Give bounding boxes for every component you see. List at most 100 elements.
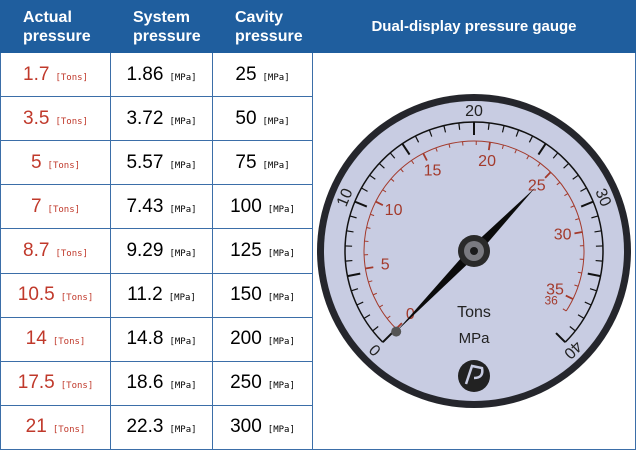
mpa-tick-label: 30 xyxy=(591,186,614,209)
cell: 3.72 [MPa] xyxy=(110,96,213,142)
tons-minor-tick xyxy=(564,193,569,197)
value: 50 xyxy=(235,107,257,129)
tons-tick-label: 0 xyxy=(406,306,415,323)
mpa-minor-tick xyxy=(389,152,396,159)
mpa-minor-tick xyxy=(428,129,433,137)
mpa-minor-tick xyxy=(354,200,368,208)
tons-tick-label: 36 xyxy=(544,293,558,307)
cell: 150 [MPa] xyxy=(212,272,313,318)
gauge-cell: 0 10 20 30 40 0 5 10 15 20 25 30 35 36 Tons MPa xyxy=(312,52,636,450)
mpa-minor-tick xyxy=(363,314,371,319)
mpa-minor-tick xyxy=(587,272,601,278)
header-row: Actual pressure System pressure Cavity p… xyxy=(0,0,636,53)
tons-minor-tick xyxy=(382,189,387,193)
value: 10.5 xyxy=(17,284,55,306)
unit: [MPa] xyxy=(169,337,197,348)
cell: 21 [Tons] xyxy=(0,404,111,451)
unit: [MPa] xyxy=(169,248,197,259)
cell: 1.86 [MPa] xyxy=(110,51,213,98)
tons-minor-tick xyxy=(379,304,384,308)
tons-minor-tick xyxy=(526,155,530,160)
value: 11.2 xyxy=(127,284,163,306)
logo xyxy=(458,360,490,392)
unit: [MPa] xyxy=(267,293,295,304)
value: 7 xyxy=(30,195,42,217)
value: 5 xyxy=(30,151,42,173)
unit: [Tons] xyxy=(60,381,94,392)
mpa-minor-tick xyxy=(555,332,566,343)
cell: 14.8 [MPa] xyxy=(110,316,213,362)
unit: [MPa] xyxy=(267,204,295,215)
mpa-minor-tick xyxy=(349,215,357,219)
unit: [Tons] xyxy=(55,72,88,83)
tons-minor-tick xyxy=(514,149,517,154)
tons-minor-tick xyxy=(556,181,561,186)
mpa-minor-tick xyxy=(443,125,447,133)
unit: [MPa] xyxy=(169,425,197,436)
mpa-minor-tick xyxy=(584,301,592,306)
tons-minor-tick xyxy=(375,200,384,207)
unit: [Tons] xyxy=(47,160,81,171)
mpa-tick-label: 10 xyxy=(334,186,357,209)
unit: [MPa] xyxy=(262,116,290,127)
tons-minor-tick xyxy=(574,284,579,287)
mpa-minor-tick xyxy=(528,135,534,143)
value: 3.5 xyxy=(23,107,50,129)
tons-tick-label: 35 xyxy=(546,281,564,298)
mpa-minor-tick xyxy=(414,135,420,143)
value: 150 xyxy=(230,284,262,306)
mpa-minor-tick xyxy=(487,122,490,130)
cell: 100 [MPa] xyxy=(212,184,313,230)
tons-tick-label: 10 xyxy=(385,202,403,219)
unit: [MPa] xyxy=(169,204,197,215)
header: Cavity pressure xyxy=(212,0,313,53)
cell: 18.6 [MPa] xyxy=(110,360,213,406)
cell: 17.5 [Tons] xyxy=(0,360,111,406)
mpa-minor-tick xyxy=(589,288,597,292)
mpa-minor-tick xyxy=(552,152,559,159)
cell: 11.2 [MPa] xyxy=(110,272,213,318)
cell: 1.7 [Tons] xyxy=(0,51,111,98)
value: 1.86 xyxy=(126,63,164,85)
tons-minor-tick xyxy=(366,226,371,229)
value: 8.7 xyxy=(23,239,50,261)
mpa-minor-tick xyxy=(458,122,461,130)
unit: [Tons] xyxy=(52,425,86,436)
tons-minor-tick xyxy=(400,168,404,173)
cell: 300 [MPa] xyxy=(212,404,313,451)
unit: [MPa] xyxy=(267,381,295,392)
logo-mark xyxy=(464,364,484,385)
mpa-minor-tick xyxy=(401,143,411,156)
cell: 14 [Tons] xyxy=(0,316,111,362)
row: 1.7 [Tons] 1.86 [MPa] 25 [MPa] 0 10 20 30 40 0 5 10 15… xyxy=(0,51,636,450)
tons-minor-tick xyxy=(365,266,374,270)
tons-minor-tick xyxy=(372,292,377,296)
unit: [MPa] xyxy=(169,72,197,83)
tons-minor-tick xyxy=(487,142,491,151)
tons-minor-tick xyxy=(570,205,575,208)
mpa-minor-tick xyxy=(372,326,379,332)
value: 22.3 xyxy=(126,416,164,438)
mpa-minor-tick xyxy=(356,301,364,306)
value: 300 xyxy=(230,416,262,438)
tons-arc xyxy=(363,140,585,330)
mpa-minor-tick xyxy=(569,326,576,332)
tons-minor-tick xyxy=(435,147,438,152)
tons-minor-tick xyxy=(562,308,567,312)
tons-minor-tick xyxy=(501,144,504,150)
unit: [Tons] xyxy=(55,248,88,259)
mpa-minor-tick xyxy=(580,187,587,192)
value: 200 xyxy=(230,328,262,350)
mpa-minor-tick xyxy=(382,332,393,343)
unit: [MPa] xyxy=(267,425,295,436)
unit: [Tons] xyxy=(55,116,88,127)
unit: [MPa] xyxy=(262,160,290,171)
cell: 5 [Tons] xyxy=(0,140,111,186)
mpa-label: MPa xyxy=(459,330,491,347)
tons-minor-tick xyxy=(368,280,373,283)
cell: 5.57 [MPa] xyxy=(110,140,213,186)
needle-tail-cap xyxy=(391,326,402,337)
unit: [MPa] xyxy=(267,248,295,259)
